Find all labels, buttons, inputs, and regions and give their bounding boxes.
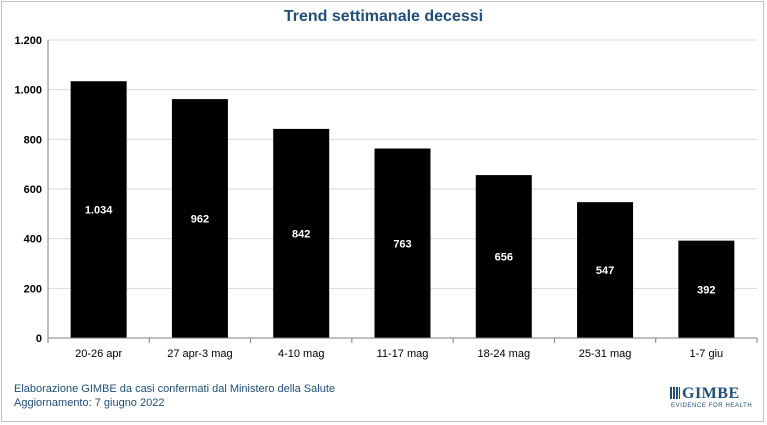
logo-mark-icon: [670, 387, 680, 399]
y-tick-label: 200: [24, 283, 42, 295]
y-tick-label: 600: [24, 184, 42, 196]
bar: [374, 148, 431, 338]
bar: [678, 240, 735, 338]
footer-update: Aggiornamento: 7 giugno 2022: [14, 397, 165, 409]
y-tick-label: 1.000: [14, 85, 42, 97]
x-tick-label: 25-31 mag: [579, 348, 632, 360]
gimbe-logo: GIMBE EVIDENCE FOR HEALTH: [670, 385, 752, 413]
x-tick-label: 11-17 mag: [377, 348, 429, 360]
y-tick-label: 400: [24, 234, 42, 246]
x-tick-label: 1-7 giu: [690, 348, 724, 360]
x-tick-label: 27 apr-3 mag: [167, 348, 232, 360]
chart-title: Trend settimanale decessi: [283, 8, 484, 25]
x-tick-label: 18-24 mag: [477, 348, 530, 360]
bar-value-label: 656: [495, 252, 513, 264]
bars: 1.034 962 842 763 656 547 392: [70, 81, 735, 339]
x-axis: 20-26 apr 27 apr-3 mag 4-10 mag 11-17 mag 18…: [47, 337, 758, 360]
logo-word: GIMBE: [682, 385, 740, 402]
bar: [171, 99, 228, 338]
footer-source: Elaborazione GIMBE da casi confermati da…: [14, 383, 335, 395]
x-tick-label: 20-26 apr: [75, 348, 122, 360]
x-tick-label: 4-10 mag: [278, 348, 324, 360]
bar-value-label: 547: [596, 265, 614, 277]
bar: [273, 128, 330, 338]
bar-value-label: 392: [697, 284, 715, 296]
y-axis: 0 200 400 600 800 1.000 1.200: [14, 35, 49, 345]
y-tick-label: 0: [36, 333, 42, 345]
bar-value-label: 1.034: [85, 205, 113, 217]
footer: Elaborazione GIMBE da casi confermati da…: [14, 382, 335, 410]
bar-value-label: 842: [292, 228, 310, 240]
bar: [577, 202, 634, 338]
y-tick-label: 800: [24, 134, 42, 146]
bar-value-label: 763: [393, 238, 411, 250]
logo-tagline: EVIDENCE FOR HEALTH: [671, 403, 753, 409]
y-tick-label: 1.200: [14, 35, 42, 47]
bar: [475, 175, 532, 338]
bar: [70, 81, 127, 339]
bar-value-label: 962: [191, 214, 209, 226]
